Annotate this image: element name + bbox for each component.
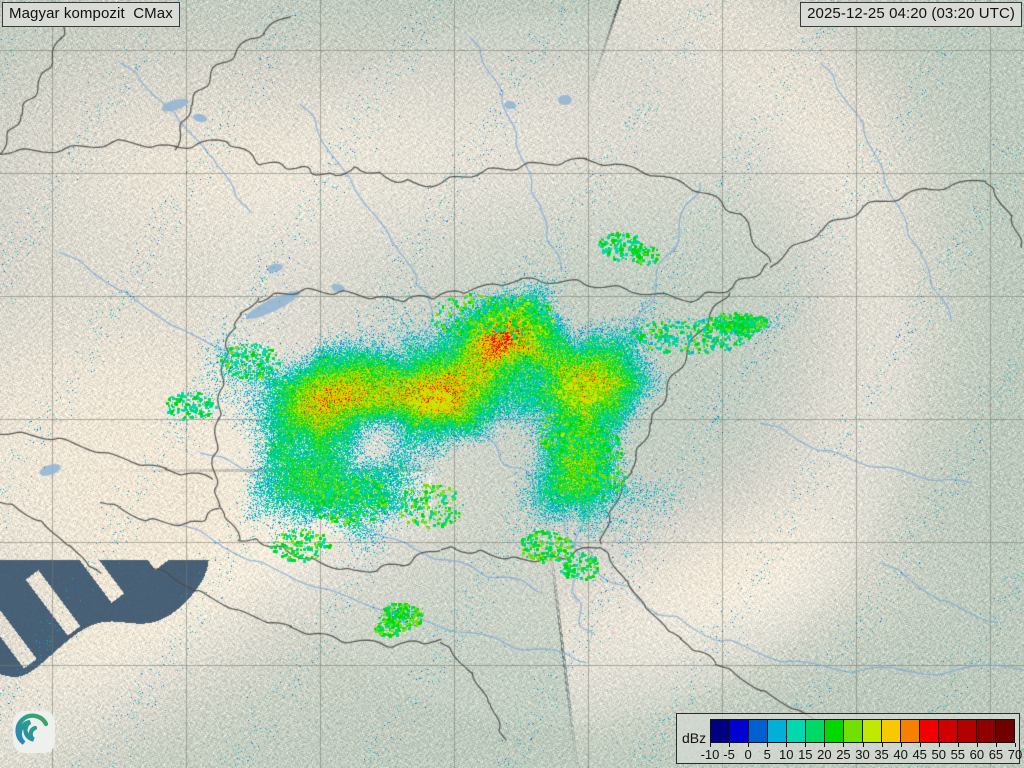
legend-tick-label: 45 — [912, 747, 927, 762]
legend-tick-mark — [843, 743, 845, 747]
legend-tick-mark — [824, 743, 826, 747]
legend-tick-label: 40 — [893, 747, 908, 762]
legend-tick-label: 50 — [931, 747, 946, 762]
legend-swatch — [806, 720, 825, 742]
legend-tick-mark — [881, 743, 883, 747]
legend-swatch — [768, 720, 787, 742]
legend-tick-label: 20 — [817, 747, 832, 762]
legend-tick-mark — [767, 743, 769, 747]
legend-tick-label: 5 — [763, 747, 771, 762]
legend-swatch — [730, 720, 749, 742]
legend-tick-mark — [938, 743, 940, 747]
legend-unit-label: dBz — [682, 730, 707, 746]
legend-tick-label: -10 — [700, 747, 720, 762]
legend-color-bar — [710, 719, 1015, 743]
legend-tick-mark — [805, 743, 807, 747]
legend-tick-mark — [976, 743, 978, 747]
legend-tick-mark — [900, 743, 902, 747]
legend-tick-label: 25 — [836, 747, 851, 762]
omsz-swirl-logo — [12, 710, 56, 754]
legend-tick-mark — [862, 743, 864, 747]
legend-tick-mark — [710, 743, 711, 747]
legend-swatch — [863, 720, 882, 742]
legend-tick-label: 60 — [969, 747, 985, 762]
page-title: Magyar kompozit CMax — [2, 2, 180, 27]
legend-swatch — [787, 720, 806, 742]
legend-tick-label: 35 — [874, 747, 889, 762]
legend-swatch — [825, 720, 844, 742]
legend-tick-mark — [957, 743, 959, 747]
legend-swatch — [939, 720, 958, 742]
legend-tick-mark — [1015, 743, 1016, 747]
timestamp-label: 2025-12-25 04:20 (03:20 UTC) — [800, 2, 1022, 27]
legend-swatch — [920, 720, 939, 742]
legend-tick-mark — [995, 743, 997, 747]
legend-tick-label: 10 — [779, 747, 794, 762]
legend-swatch — [901, 720, 920, 742]
legend-tick-mark — [748, 743, 750, 747]
legend-tick-label: 65 — [988, 747, 1004, 762]
legend-swatch — [996, 720, 1014, 742]
legend-swatch — [882, 720, 901, 742]
legend-tick-label: 55 — [950, 747, 966, 762]
legend-tick-label: 70 — [1007, 747, 1023, 762]
legend-swatch — [749, 720, 768, 742]
legend-tick-mark — [786, 743, 788, 747]
legend-tick-label: 30 — [855, 747, 870, 762]
legend-swatch — [958, 720, 977, 742]
legend-tick-mark — [919, 743, 921, 747]
legend-tick-label: 15 — [798, 747, 813, 762]
legend-tick-axis: -10 -5 0 5 10 15 20 25 30 35 40 45 50 55 60 65 70 — [701, 743, 1022, 763]
legend-swatch — [711, 720, 730, 742]
legend-tick-label: 0 — [744, 747, 752, 762]
legend-swatch — [844, 720, 863, 742]
dbz-color-legend: dBz -10 -5 0 5 10 15 20 25 30 35 40 45 50 55 60 65 70 — [676, 713, 1022, 764]
legend-swatch — [977, 720, 996, 742]
legend-tick-mark — [729, 743, 731, 747]
legend-tick-label: -5 — [723, 747, 735, 762]
